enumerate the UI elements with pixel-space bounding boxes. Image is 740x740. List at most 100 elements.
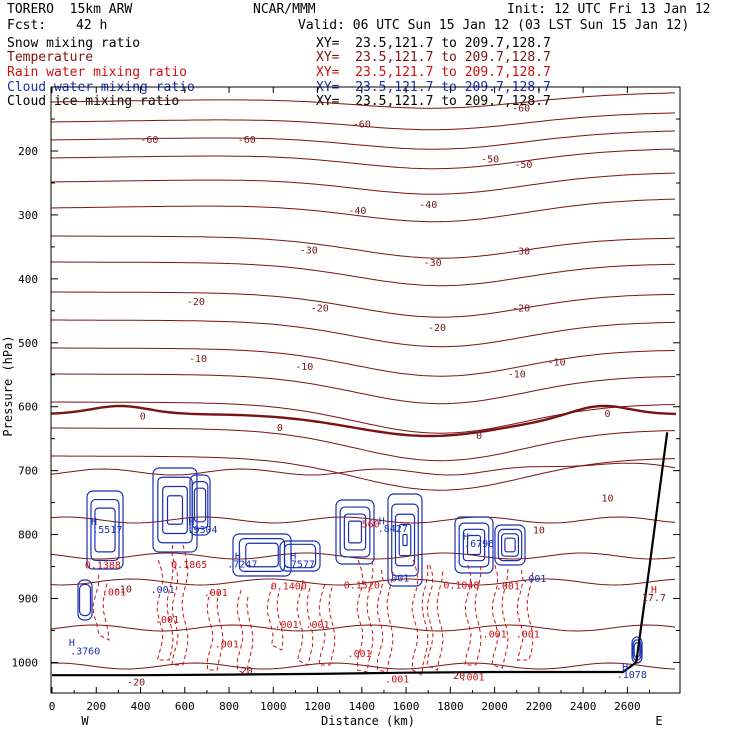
- y-axis-title: Pressure (hPa): [1, 335, 15, 436]
- cloud-water-contour: [283, 543, 317, 569]
- temperature-label: -40: [419, 200, 437, 211]
- maximum-marker: H: [463, 532, 469, 543]
- temperature-label: -60: [512, 104, 530, 115]
- temperature-label: 0: [140, 412, 146, 423]
- cloud-water-contour: [501, 533, 520, 557]
- temperature-label: -60: [238, 135, 256, 146]
- zero-degree-isotherm: [50, 404, 677, 438]
- isotherm-lower: [50, 516, 676, 524]
- rain-water-label: .001: [204, 588, 228, 599]
- cloud-water-contour: [494, 524, 526, 566]
- cloud-water-label: .5517: [92, 525, 122, 536]
- forecast-label: Fcst:: [7, 18, 47, 33]
- cloud-water-contour: [391, 503, 419, 577]
- cloud-water-contour: [232, 533, 292, 577]
- x-axis-title: Distance (km): [321, 714, 415, 728]
- cloud-water-contour: [245, 542, 279, 568]
- rain-water-label: .001: [275, 620, 299, 631]
- x-tick-label: 1600: [393, 700, 420, 713]
- center-label: NCAR/MMM: [253, 2, 316, 17]
- cloud-water-label: .7577: [285, 559, 315, 570]
- cloud-water-label: .3760: [70, 646, 100, 657]
- temperature-label: -10: [189, 354, 207, 365]
- cloud-water-contour: [454, 516, 494, 574]
- x-tick-label: 2600: [614, 700, 641, 713]
- legend-xy-snow: XY= 23.5,121.7 to 209.7,128.7: [316, 36, 551, 51]
- max-value-label: 17.7: [642, 593, 666, 604]
- maximum-marker: H: [290, 552, 296, 563]
- cloud-water-contour: [339, 506, 371, 558]
- isotherm-lower: [50, 578, 676, 586]
- isotherm: [51, 455, 676, 491]
- rain-water-label: .001: [483, 630, 507, 641]
- cloud-water-contour: [162, 485, 188, 535]
- cloud-water-label: .7247: [227, 559, 257, 570]
- maximum-marker: H: [651, 585, 657, 596]
- x-tick-label: 1400: [349, 700, 376, 713]
- rain-water-contour: [376, 569, 394, 673]
- cloud-water-contour: [343, 513, 367, 551]
- cloud-water-contour: [387, 493, 423, 587]
- legend-label-temperature: Temperature: [7, 50, 94, 65]
- rain-water-label: .001: [306, 620, 330, 631]
- y-tick-label: 300: [18, 209, 38, 222]
- rain-water-contour: [266, 584, 284, 651]
- legend-xy-temperature: XY= 23.5,121.7 to 209.7,128.7: [316, 50, 551, 65]
- cloud-water-contours: [77, 467, 643, 664]
- rain-water-contour: [318, 584, 336, 666]
- rain-water-contour: [411, 559, 429, 676]
- x-tick-label: 0: [49, 700, 56, 713]
- init-time: Init: 12 UTC Fri 13 Jan 12: [507, 2, 711, 17]
- temperature-label: -50: [514, 160, 532, 171]
- isotherm: [51, 261, 675, 287]
- maximum-marker: H: [622, 662, 628, 673]
- rain-water-label: .001: [348, 649, 372, 660]
- valid-time: Valid: 06 UTC Sun 15 Jan 12 (03 LST Sun …: [298, 18, 690, 33]
- legend-xy-cloud-ice: XY= 23.5,121.7 to 209.7,128.7: [316, 94, 551, 109]
- x-tick-label: 400: [131, 700, 151, 713]
- y-tick-label: 200: [18, 145, 38, 158]
- rain-water-contour: [236, 589, 254, 676]
- isotherm: [51, 235, 676, 259]
- cloud-water-contour: [462, 528, 486, 562]
- cloud-water-label: .8427: [378, 524, 408, 535]
- cloud-water-contour: [458, 522, 490, 568]
- forecast-hour: 42 h: [76, 18, 108, 33]
- rain-water-label: 0.1865: [171, 560, 207, 571]
- cloud-water-contour: [189, 474, 211, 536]
- rain-water-label: .001: [385, 674, 409, 685]
- temperature-label: 0: [277, 423, 283, 434]
- x-tick-label: 2000: [481, 700, 508, 713]
- cloud-water-label: .9304: [187, 525, 217, 536]
- cloud-water-contour: [152, 467, 198, 553]
- isotherm-lower: [50, 662, 676, 670]
- temperature-label: -30: [424, 258, 442, 269]
- temperature-label: 20: [241, 666, 253, 677]
- y-tick-label: 900: [18, 593, 38, 606]
- x-tick-label: 600: [175, 700, 195, 713]
- isotherm-lower: [50, 462, 676, 476]
- rain-water-contour: [171, 544, 189, 666]
- temperature-label: -20: [187, 297, 205, 308]
- temperature-label: -60: [353, 120, 371, 131]
- isotherm: [51, 319, 676, 348]
- plot-frame: [50, 86, 681, 694]
- cloud-water-contour: [193, 487, 207, 523]
- cloud-water-contour: [402, 533, 408, 547]
- y-tick-label: 1000: [12, 656, 39, 669]
- isotherm: [50, 198, 676, 223]
- temperature-label: -10: [548, 357, 566, 368]
- isotherm: [51, 291, 676, 318]
- cloud-water-contour: [166, 495, 184, 525]
- rain-water-contour: [516, 569, 534, 661]
- cloud-water-label: .6796: [464, 539, 494, 550]
- cloud-water-contour: [335, 499, 375, 565]
- isotherm: [50, 130, 676, 150]
- isotherm: [51, 347, 676, 377]
- maximum-marker: H: [235, 552, 241, 563]
- maximum-marker: H: [91, 517, 97, 528]
- cloud-water-contour: [497, 528, 523, 562]
- maximum-marker: H: [379, 517, 385, 528]
- y-tick-label: 400: [18, 273, 38, 286]
